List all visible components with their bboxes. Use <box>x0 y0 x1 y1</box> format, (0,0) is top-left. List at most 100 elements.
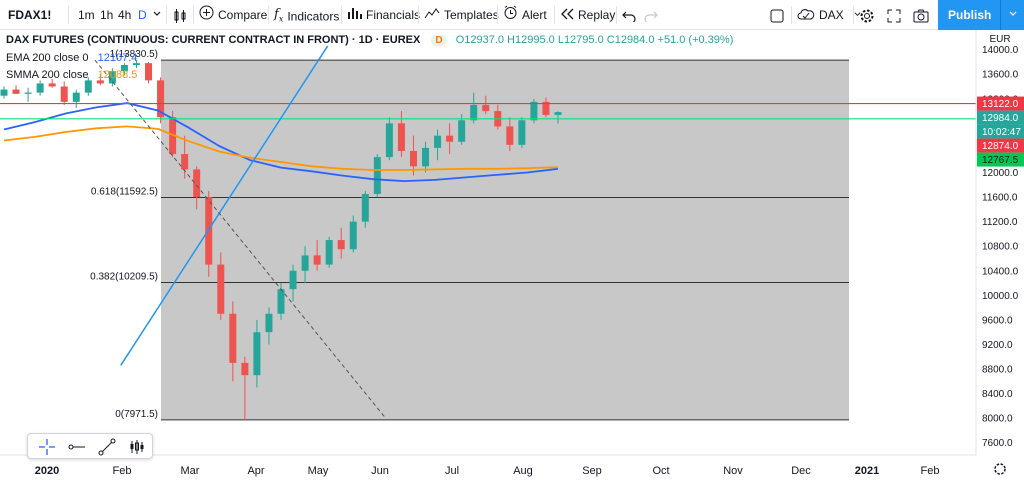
time-tick-label: 2021 <box>855 465 879 477</box>
candle-body <box>217 264 225 314</box>
time-tick-label: Mar <box>181 465 200 477</box>
replay-label: Replay <box>578 8 616 22</box>
candle-body <box>265 313 273 333</box>
interval-1m[interactable]: 1m <box>78 8 95 22</box>
indicators-label: Indicators <box>287 9 340 24</box>
interval-1h[interactable]: 1h <box>100 8 114 22</box>
trend-line[interactable] <box>120 45 329 366</box>
time-tick-label: Feb <box>113 465 132 477</box>
candle-body <box>373 157 381 194</box>
ema-line <box>3 102 559 183</box>
layout-symbol: DAX <box>819 8 844 22</box>
candle-body <box>241 362 249 376</box>
price-axis[interactable]: EUR14000.013600.013200.012800.012400.012… <box>975 30 1024 483</box>
time-axis[interactable]: 2020 Feb Mar Apr May Jun Jul Aug Sep Oct Nov Dec 202… <box>0 454 1024 483</box>
candle-body <box>422 147 430 167</box>
symbol-search[interactable]: FDAX1! <box>8 8 52 22</box>
toolbar-divider <box>193 6 194 24</box>
candle-body <box>132 63 140 66</box>
chart-title: DAX FUTURES (CONTINUOUS: CURRENT CONTRAC… <box>6 34 421 46</box>
candle-body <box>289 270 297 290</box>
redo-icon[interactable] <box>644 0 658 30</box>
replay-button[interactable]: Replay <box>560 0 615 30</box>
templates-button[interactable]: Templates <box>424 0 499 30</box>
crosshair-icon[interactable] <box>38 438 56 456</box>
candle-body <box>36 83 44 93</box>
toolbar-divider <box>68 6 69 24</box>
fib-retracement[interactable] <box>161 59 849 421</box>
horizontal-ray-icon[interactable] <box>68 438 86 456</box>
candle-body <box>470 104 478 121</box>
ema-legend[interactable]: EMA 200 close 0 12107.4 <box>6 52 137 64</box>
candle-body <box>313 255 321 265</box>
price-tick-label: 8800.0 <box>982 365 1013 376</box>
top-toolbar: FDAX1! 1m 1h 4h D Compare fx Indicators F… <box>0 0 1024 30</box>
countdown-box <box>977 124 1024 139</box>
time-tick-label: Sep <box>582 465 602 477</box>
drawing-toolbar <box>27 433 153 459</box>
interval-badge: D <box>435 35 443 46</box>
financials-button[interactable]: Financials <box>347 0 420 30</box>
candle-body <box>12 89 20 94</box>
price-tick-label: 9200.0 <box>982 340 1013 351</box>
smma-legend[interactable]: SMMA 200 close 12088.5 <box>6 69 137 81</box>
price-tick-label: 10000.0 <box>982 291 1019 302</box>
fib-labels: 1(13830.5) 0.618(11592.5) 0.382(10209.5) 0(… <box>90 49 158 420</box>
dashed-line[interactable] <box>94 59 387 420</box>
interval-4h[interactable]: 4h <box>118 8 132 22</box>
price-tick-label: 11200.0 <box>982 217 1018 228</box>
bars-icon <box>347 1 362 31</box>
time-tick-label: 2020 <box>35 465 59 477</box>
time-tick-label: Aug <box>513 465 533 477</box>
gear-icon[interactable] <box>859 0 875 30</box>
toolbar-divider <box>554 6 555 24</box>
camera-icon[interactable] <box>913 0 929 30</box>
candle-body <box>409 150 417 167</box>
interval-d[interactable]: D <box>138 8 147 22</box>
layout-button[interactable]: DAX <box>797 0 862 30</box>
compare-button[interactable]: Compare <box>199 0 267 30</box>
alert-label: Alert <box>522 8 547 22</box>
fib-level-label: 0.618(11592.5) <box>91 187 158 198</box>
price-chart[interactable]: 1(13830.5) 0.618(11592.5) 0.382(10209.5) 0(… <box>0 30 1024 483</box>
price-tick-label: 8400.0 <box>982 389 1013 400</box>
template-icon <box>424 1 440 31</box>
candle-body <box>229 313 237 363</box>
candle-body <box>530 101 538 121</box>
time-tick-label: May <box>308 465 329 477</box>
price-tick-label: 12000.0 <box>982 168 1019 179</box>
time-tick-label: Apr <box>247 465 264 477</box>
currency-label: EUR <box>989 34 1010 45</box>
smma-value: 12088.5 <box>97 69 138 81</box>
chevron-down-icon[interactable] <box>1000 0 1024 30</box>
toolbar-divider <box>341 6 342 24</box>
candle-body <box>325 240 333 265</box>
axis-gear-icon[interactable] <box>994 463 1006 475</box>
alert-button[interactable]: Alert <box>503 0 547 30</box>
candles-icon[interactable] <box>172 0 188 30</box>
time-tick-label: Dec <box>791 465 811 477</box>
indicators-button[interactable]: fx Indicators <box>274 0 339 30</box>
time-axis-bg <box>0 455 1024 483</box>
ema-label: EMA 200 close 0 <box>6 52 89 64</box>
fullscreen-icon[interactable] <box>887 0 901 30</box>
price-tick-label: 9600.0 <box>982 315 1013 326</box>
price-tick-label: 11600.0 <box>982 193 1018 204</box>
price-label-box <box>977 152 1024 167</box>
trend-line-icon[interactable] <box>98 438 116 456</box>
candle-body <box>145 63 153 81</box>
price-label-box <box>977 110 1024 125</box>
horizontal-lines[interactable] <box>0 102 976 120</box>
square-icon[interactable] <box>770 0 784 30</box>
cloud-icon <box>797 1 815 31</box>
eye-badge[interactable]: D <box>431 35 447 46</box>
candle-tool-icon[interactable] <box>128 438 146 456</box>
price-label-text: 12984.0 <box>982 113 1019 124</box>
undo-icon[interactable] <box>622 0 636 30</box>
chevron-down-icon[interactable] <box>152 0 162 30</box>
publish-button[interactable]: Publish <box>938 0 1024 30</box>
price-tick-label: 13600.0 <box>982 70 1019 81</box>
price-tick-label: 10400.0 <box>982 266 1019 277</box>
candle-body <box>120 65 128 72</box>
price-label-text: 13122.0 <box>982 99 1019 110</box>
